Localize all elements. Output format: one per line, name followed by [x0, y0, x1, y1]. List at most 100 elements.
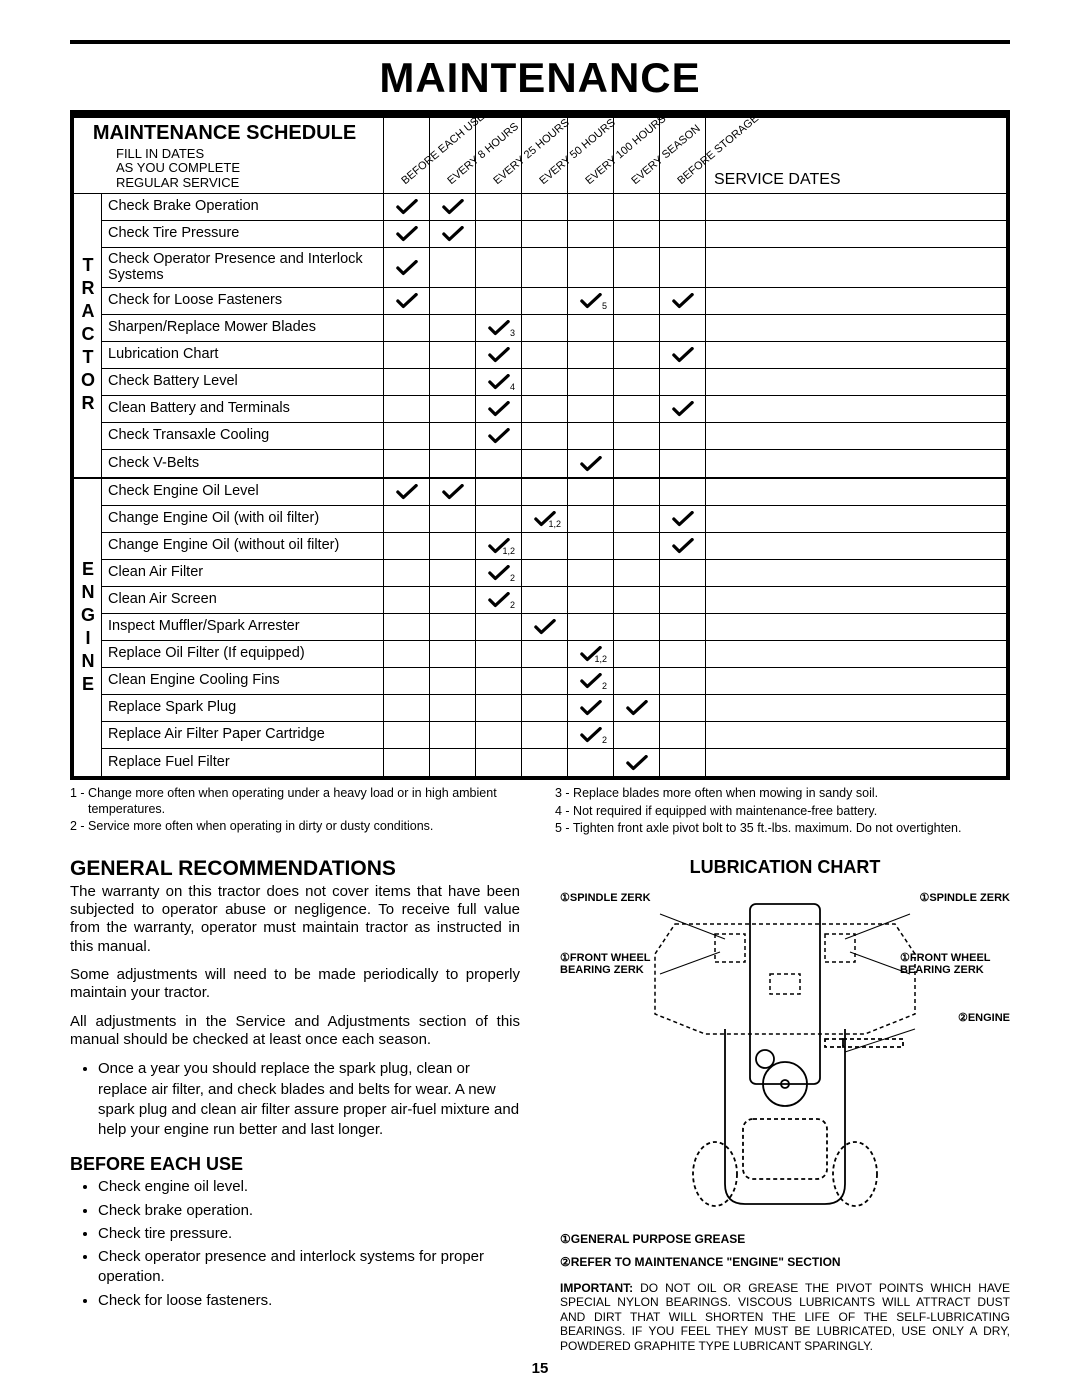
schedule-cell	[476, 506, 522, 532]
schedule-row: Replace Oil Filter (If equipped)1,2	[102, 641, 1006, 668]
lubrication-diagram: ①SPINDLE ZERK ①SPINDLE ZERK ①FRONT WHEEL…	[560, 884, 1010, 1224]
schedule-cell	[476, 423, 522, 449]
label-spindle-left: ①SPINDLE ZERK	[560, 892, 651, 904]
legend-line: ①GENERAL PURPOSE GREASE	[560, 1232, 1010, 1248]
schedule-cell	[614, 722, 660, 748]
schedule-cell	[430, 587, 476, 613]
schedule-row: Clean Battery and Terminals	[102, 396, 1006, 423]
row-label: Lubrication Chart	[102, 342, 384, 368]
schedule-cell	[614, 342, 660, 368]
row-label: Replace Oil Filter (If equipped)	[102, 641, 384, 667]
schedule-row: Inspect Muffler/Spark Arrester	[102, 614, 1006, 641]
schedule-cell	[568, 248, 614, 287]
schedule-cell	[430, 695, 476, 721]
schedule-row: Replace Fuel Filter	[102, 749, 1006, 776]
schedule-cell	[522, 194, 568, 220]
schedule-cell	[660, 533, 706, 559]
footnote-ref: 3	[510, 328, 515, 338]
rec-bullet: Once a year you should replace the spark…	[98, 1059, 520, 1140]
check-icon	[672, 401, 694, 417]
check-icon	[672, 511, 694, 527]
footnote: 4 - Not required if equipped with mainte…	[555, 804, 1010, 820]
schedule-cell	[384, 479, 430, 505]
service-dates-cell	[706, 248, 1006, 287]
schedule-cell	[660, 396, 706, 422]
schedule-cell	[384, 722, 430, 748]
footnote-ref: 2	[602, 681, 607, 691]
schedule-row: Clean Air Filter2	[102, 560, 1006, 587]
check-icon	[580, 456, 602, 472]
interval-column-header: BEFORE STORAGE	[660, 118, 706, 193]
schedule-cell	[568, 695, 614, 721]
check-icon	[488, 347, 510, 363]
schedule-cell	[476, 288, 522, 314]
schedule-cell	[476, 221, 522, 247]
schedule-cell	[568, 342, 614, 368]
schedule-cell	[522, 641, 568, 667]
check-icon	[580, 700, 602, 716]
schedule-row: Check Transaxle Cooling	[102, 423, 1006, 450]
footnote-ref: 4	[510, 382, 515, 392]
service-dates-cell	[706, 506, 1006, 532]
schedule-cell	[476, 194, 522, 220]
check-icon	[580, 673, 602, 689]
row-label: Check Transaxle Cooling	[102, 423, 384, 449]
schedule-cell	[384, 423, 430, 449]
service-dates-cell	[706, 749, 1006, 776]
schedule-cell	[660, 315, 706, 341]
schedule-cell	[660, 450, 706, 477]
schedule-cell	[522, 369, 568, 395]
schedule-cell: 5	[568, 288, 614, 314]
check-icon	[442, 199, 464, 215]
schedule-cell	[430, 221, 476, 247]
schedule-cell	[430, 560, 476, 586]
check-icon	[672, 538, 694, 554]
check-icon	[396, 199, 418, 215]
schedule-cell	[568, 221, 614, 247]
before-item: Check operator presence and interlock sy…	[98, 1247, 520, 1288]
schedule-cell	[660, 614, 706, 640]
schedule-cell	[614, 533, 660, 559]
subtitle-line: REGULAR SERVICE	[116, 175, 239, 190]
schedule-cell	[614, 506, 660, 532]
schedule-cell	[384, 369, 430, 395]
rec-para: Some adjustments will need to be made pe…	[70, 966, 520, 1003]
row-label: Check Brake Operation	[102, 194, 384, 220]
schedule-cell	[614, 369, 660, 395]
service-dates-cell	[706, 533, 1006, 559]
schedule-row: Sharpen/Replace Mower Blades3	[102, 315, 1006, 342]
schedule-cell	[614, 587, 660, 613]
check-icon	[626, 700, 648, 716]
legend-line: ②REFER TO MAINTENANCE "ENGINE" SECTION	[560, 1255, 1010, 1271]
footnotes: 1 - Change more often when operating und…	[70, 786, 1010, 839]
row-label: Clean Battery and Terminals	[102, 396, 384, 422]
important-note: IMPORTANT: DO NOT OIL OR GREASE THE PIVO…	[560, 1281, 1010, 1353]
schedule-cell	[614, 315, 660, 341]
schedule-cell	[384, 506, 430, 532]
check-icon	[534, 619, 556, 635]
schedule-title: MAINTENANCE SCHEDULE	[74, 122, 375, 145]
schedule-cell	[430, 479, 476, 505]
schedule-cell	[430, 668, 476, 694]
group-label: TRACTOR	[74, 194, 102, 477]
schedule-cell	[522, 221, 568, 247]
before-list: Check engine oil level.Check brake opera…	[70, 1177, 520, 1311]
schedule-row: Check Brake Operation	[102, 194, 1006, 221]
check-icon	[442, 226, 464, 242]
schedule-row: Check V-Belts	[102, 450, 1006, 477]
schedule-cell	[522, 533, 568, 559]
footnote: 5 - Tighten front axle pivot bolt to 35 …	[555, 821, 1010, 837]
schedule-cell	[614, 479, 660, 505]
row-label: Change Engine Oil (without oil filter)	[102, 533, 384, 559]
schedule-cell	[476, 695, 522, 721]
schedule-cell	[660, 369, 706, 395]
schedule-cell	[614, 560, 660, 586]
row-label: Check Engine Oil Level	[102, 479, 384, 505]
schedule-row: Check for Loose Fasteners5	[102, 288, 1006, 315]
schedule-cell	[660, 479, 706, 505]
schedule-cell	[476, 248, 522, 287]
schedule-cell	[568, 506, 614, 532]
row-label: Clean Air Screen	[102, 587, 384, 613]
check-icon	[672, 347, 694, 363]
service-dates-cell	[706, 369, 1006, 395]
